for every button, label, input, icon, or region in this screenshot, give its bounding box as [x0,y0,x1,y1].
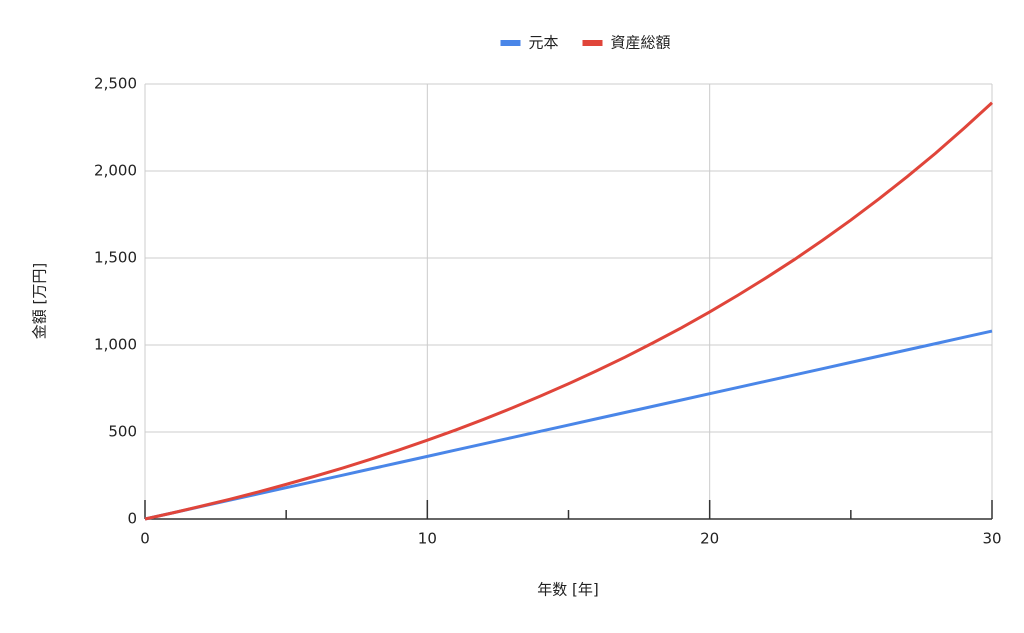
x-tick-label: 0 [140,530,150,548]
y-tick-label: 0 [127,510,137,528]
y-tick-label: 1,500 [94,249,137,267]
legend-label: 元本 [529,34,559,52]
y-tick-label: 1,000 [94,336,137,354]
line-series [144,329,993,521]
y-tick-label: 2,000 [94,162,137,180]
x-axis-title: 年数 [年] [537,581,598,599]
legend-label: 資産総額 [611,34,671,52]
y-axis-title: 金額 [万円] [31,263,49,339]
y-tick-label: 2,500 [94,75,137,93]
x-tick-label: 10 [418,530,437,548]
line-series [144,101,994,521]
x-tick-label: 20 [700,530,719,548]
y-tick-label: 500 [108,423,137,441]
x-tick-label: 30 [982,530,1001,548]
